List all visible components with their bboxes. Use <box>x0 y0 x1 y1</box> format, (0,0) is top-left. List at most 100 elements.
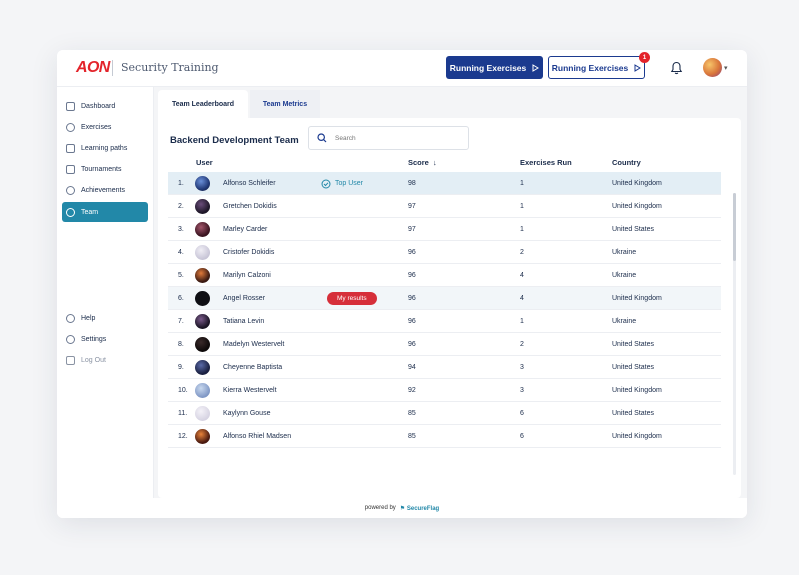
sidebar-item-achievements[interactable]: Achievements <box>62 180 148 200</box>
exercises-run: 6 <box>520 433 524 440</box>
rank: 4. <box>178 249 184 256</box>
flag-icon: ⚑ <box>399 505 406 512</box>
bell-icon[interactable] <box>670 61 683 75</box>
secureflag-logo[interactable]: ⚑ SecureFlag <box>400 505 439 512</box>
table-row[interactable]: 8. Madelyn Westervelt 96 2 United States <box>168 333 721 356</box>
tab-team-leaderboard[interactable]: Team Leaderboard <box>158 90 248 118</box>
score: 92 <box>408 387 416 394</box>
top-user-tag: Top User <box>321 179 363 189</box>
user-name: Kierra Westervelt <box>223 387 277 394</box>
sidebar-item-label: Dashboard <box>81 102 116 110</box>
team-icon <box>66 207 75 217</box>
app-title: Security Training <box>121 61 219 74</box>
rank: 7. <box>178 318 184 325</box>
exercises-run: 1 <box>520 226 524 233</box>
running-exercises-label: Running Exercises <box>449 62 527 73</box>
score: 96 <box>408 249 416 256</box>
rank: 6. <box>178 295 184 302</box>
user-name: Madelyn Westervelt <box>223 341 285 348</box>
table-row[interactable]: 4. Cristofer Dokidis 96 2 Ukraine <box>168 241 721 264</box>
column-header-country[interactable]: Country <box>612 158 641 167</box>
powered-by-label: powered by <box>364 505 396 511</box>
score: 96 <box>408 318 416 325</box>
exercises-run: 1 <box>520 318 524 325</box>
search-input[interactable] <box>335 134 455 142</box>
exercises-run: 2 <box>520 341 524 348</box>
exercises-run: 4 <box>520 295 524 302</box>
avatar <box>195 383 210 398</box>
score: 85 <box>408 410 416 417</box>
sidebar-item-help[interactable]: Help <box>62 308 148 328</box>
user-name: Alfonso Schleifer <box>223 180 276 187</box>
chevron-down-icon[interactable]: ▾ <box>724 65 728 72</box>
table-row[interactable]: 1. Alfonso Schleifer Top User 98 1 Unite… <box>168 172 721 195</box>
sidebar-item-tournaments[interactable]: Tournaments <box>62 159 148 179</box>
column-header-exercises[interactable]: Exercises Run <box>520 158 572 167</box>
sidebar-item-team[interactable]: Team <box>62 202 148 222</box>
column-header-user[interactable]: User <box>196 158 213 167</box>
help-icon <box>66 313 75 323</box>
sidebar-item-label: Settings <box>81 335 107 343</box>
table-row[interactable]: 7. Tatiana Levin 96 1 Ukraine <box>168 310 721 333</box>
sidebar-item-exercises[interactable]: Exercises <box>62 117 148 137</box>
team-title: Backend Development Team <box>170 135 299 146</box>
avatar <box>195 268 210 283</box>
rank: 3. <box>178 226 184 233</box>
scrollbar-thumb[interactable] <box>733 193 736 261</box>
column-header-score[interactable]: Score ↓ <box>408 158 437 167</box>
sidebar-item-label: Exercises <box>81 123 112 131</box>
running-exercises-button[interactable]: Running Exercises <box>446 56 543 79</box>
country: United Kingdom <box>612 433 662 440</box>
score: 96 <box>408 272 416 279</box>
search-box[interactable] <box>308 126 469 150</box>
rank: 9. <box>178 364 184 371</box>
sidebar-item-logout[interactable]: Log Out <box>62 350 148 370</box>
sidebar-item-learning-paths[interactable]: Learning paths <box>62 138 148 158</box>
table-row[interactable]: 11. Kaylynn Gouse 85 6 United States <box>168 402 721 425</box>
footer: powered by ⚑ SecureFlag <box>57 498 747 518</box>
rank: 1. <box>178 180 184 187</box>
sidebar-item-label: Achievements <box>81 186 125 194</box>
sidebar-item-dashboard[interactable]: Dashboard <box>62 96 148 116</box>
score: 85 <box>408 433 416 440</box>
rank: 10. <box>178 387 188 394</box>
score: 97 <box>408 226 416 233</box>
table-row[interactable]: 6. Angel Rosser My results 96 4 United K… <box>168 287 721 310</box>
table-row[interactable]: 10. Kierra Westervelt 92 3 United Kingdo… <box>168 379 721 402</box>
sidebar-item-label: Team <box>81 208 99 216</box>
achievement-icon <box>66 185 75 195</box>
learning-icon <box>66 143 75 153</box>
country: United Kingdom <box>612 203 662 210</box>
country: United Kingdom <box>612 295 662 302</box>
exercises-run: 3 <box>520 364 524 371</box>
app-window: AON Security Training Running Exercises … <box>57 50 747 518</box>
avatar <box>195 360 210 375</box>
avatar <box>195 199 210 214</box>
table-row[interactable]: 3. Marley Carder 97 1 United States <box>168 218 721 241</box>
main-content: Team Leaderboard Team Metrics Backend De… <box>154 86 747 505</box>
top-bar: AON Security Training Running Exercises … <box>57 50 747 86</box>
my-results-badge: My results <box>327 292 377 305</box>
avatar <box>195 176 210 191</box>
exercises-run: 1 <box>520 180 524 187</box>
table-row[interactable]: 9. Cheyenne Baptista 94 3 United States <box>168 356 721 379</box>
tab-team-metrics[interactable]: Team Metrics <box>250 90 320 118</box>
table-row[interactable]: 5. Marilyn Calzoni 96 4 Ukraine <box>168 264 721 287</box>
exercises-run: 1 <box>520 203 524 210</box>
running-exercises-outline-button[interactable]: Running Exercises <box>548 56 645 79</box>
country: United States <box>612 226 655 233</box>
user-avatar[interactable] <box>703 58 722 77</box>
table-row[interactable]: 2. Gretchen Dokidis 97 1 United Kingdom <box>168 195 721 218</box>
sidebar-item-settings[interactable]: Settings <box>62 329 148 349</box>
sidebar-item-label: Tournaments <box>81 165 122 173</box>
avatar <box>195 406 210 421</box>
gear-icon <box>66 334 75 344</box>
avatar <box>195 337 210 352</box>
table-row[interactable]: 12. Alfonso Rhiel Madsen 85 6 United Kin… <box>168 425 721 448</box>
user-name: Marilyn Calzoni <box>223 272 271 279</box>
tournament-icon <box>66 164 75 174</box>
aon-logo[interactable]: AON <box>76 59 110 76</box>
user-name: Cheyenne Baptista <box>223 364 283 371</box>
search-icon <box>317 133 327 143</box>
table-scrollbar[interactable] <box>733 193 736 475</box>
